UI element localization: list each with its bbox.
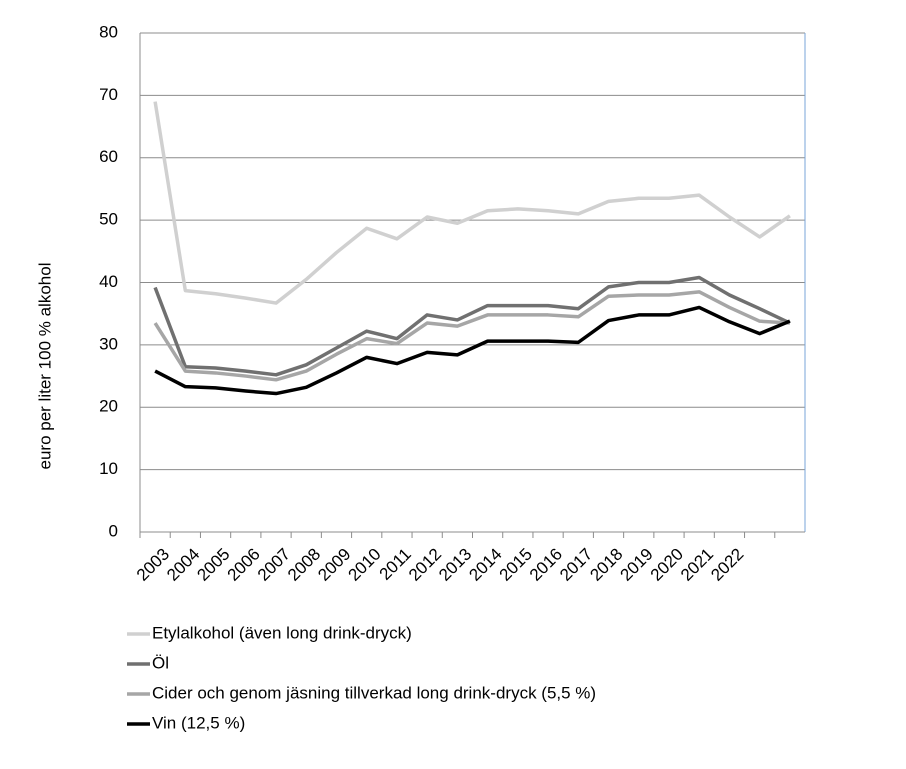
x-tick-label: 2006 [224, 545, 264, 585]
y-tick-label: 20 [99, 397, 118, 416]
x-tick-label: 2011 [376, 545, 415, 584]
x-tick-label: 2008 [284, 545, 324, 585]
y-tick-label: 50 [99, 210, 118, 229]
x-tick-label: 2015 [496, 545, 536, 585]
y-tick-label: 30 [99, 334, 118, 353]
x-tick-label: 2016 [526, 545, 566, 585]
x-tick-label: 2003 [133, 545, 173, 585]
x-tick-label: 2009 [314, 545, 354, 585]
x-tick-label: 2010 [345, 545, 385, 585]
y-tick-label: 40 [99, 272, 118, 291]
y-tick-label: 10 [99, 459, 118, 478]
x-tick-label: 2017 [556, 545, 596, 585]
x-tick-label: 2021 [677, 545, 717, 585]
series-line [154, 305, 791, 396]
series-line [153, 275, 791, 377]
x-tick-label: 2014 [465, 545, 505, 585]
x-tick-label: 2013 [435, 545, 475, 585]
series-line [153, 290, 790, 382]
x-tick-label: 2004 [163, 545, 203, 585]
y-tick-label: 0 [109, 521, 118, 540]
y-tick-label: 60 [99, 147, 118, 166]
series-line [153, 101, 791, 305]
x-tick-label: 2012 [405, 545, 445, 585]
y-tick-label: 70 [99, 85, 118, 104]
x-tick-label: 2007 [254, 545, 294, 585]
legend-label: Cider och genom jäsning tillverkad long … [152, 683, 596, 702]
y-tick-label: 80 [99, 22, 118, 41]
y-axis-label: euro per liter 100 % alkohol [35, 263, 54, 470]
legend-label: Vin (12,5 %) [152, 713, 245, 732]
legend-label: Öl [152, 653, 169, 672]
legend-label: Etylalkohol (även long drink-dryck) [152, 623, 412, 642]
x-tick-label: 2022 [707, 545, 747, 585]
x-tick-label: 2019 [617, 545, 657, 585]
x-tick-label: 2005 [193, 545, 233, 585]
x-tick-label: 2018 [586, 545, 626, 585]
x-tick-label: 2020 [647, 545, 687, 585]
